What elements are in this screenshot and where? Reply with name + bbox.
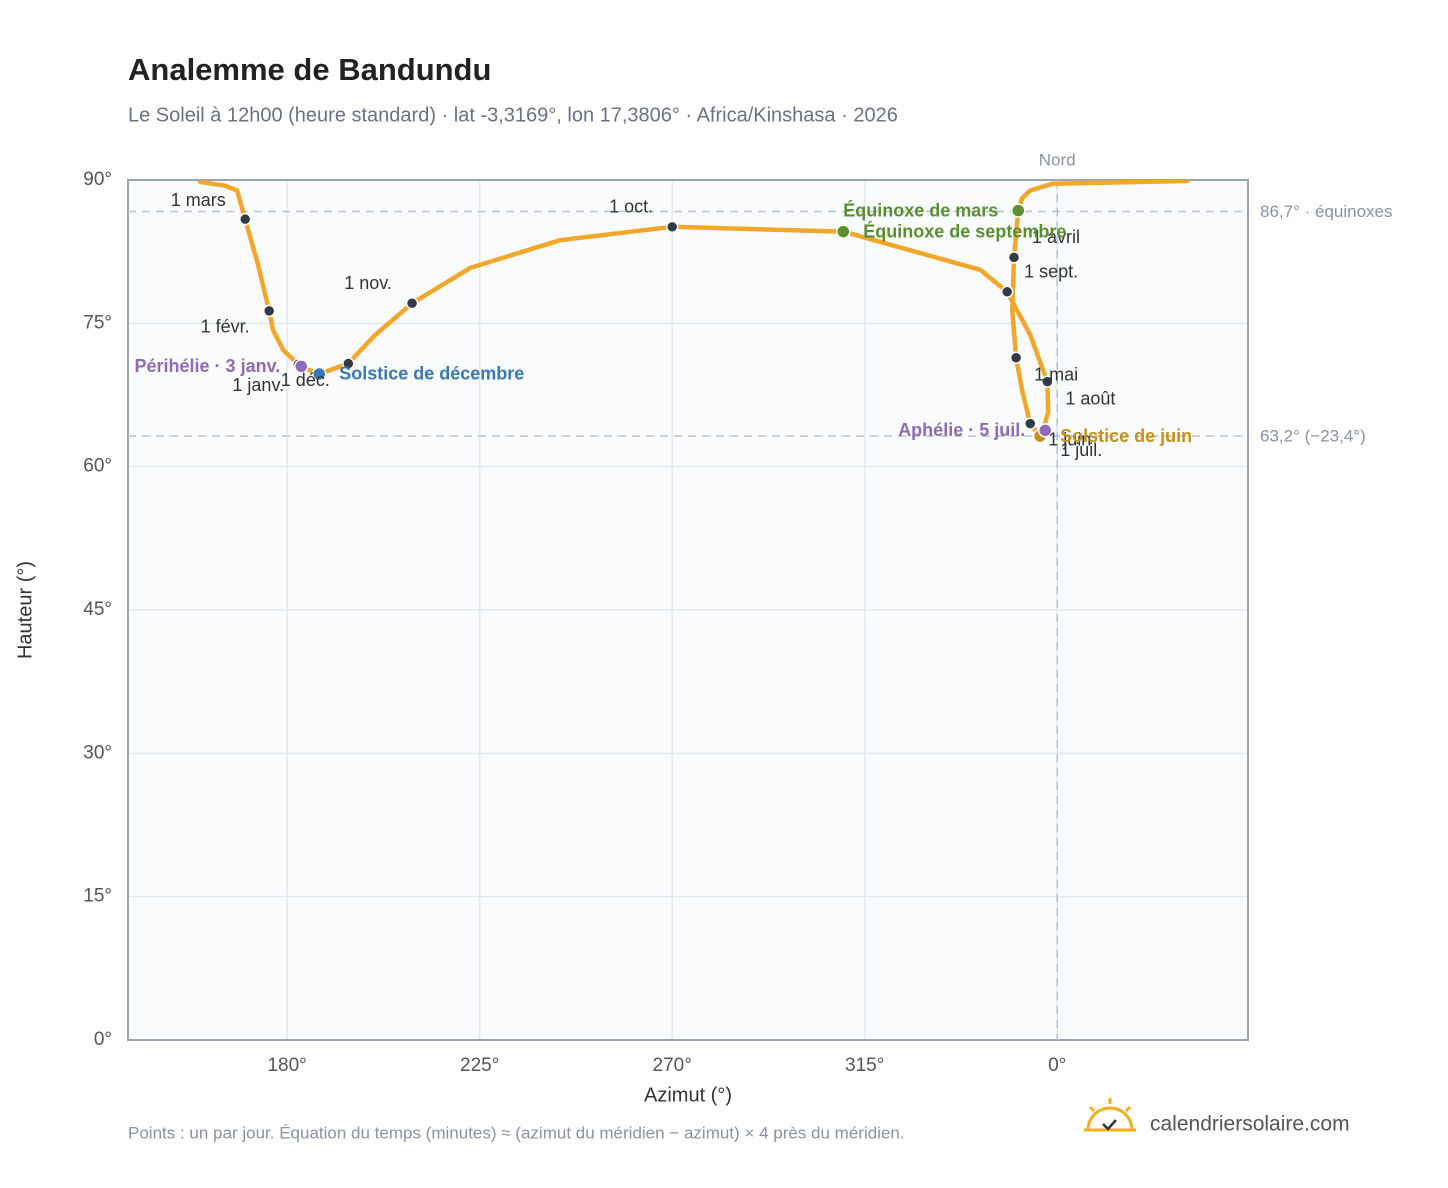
event-label: Équinoxe de mars — [843, 199, 998, 220]
chart-subtitle: Le Soleil à 12h00 (heure standard) · lat… — [128, 104, 898, 126]
month-label: 1 sept. — [1024, 262, 1078, 282]
y-axis-label: Hauteur (°) — [14, 561, 36, 659]
y-tick-label: 30° — [83, 742, 112, 763]
y-tick-label: 60° — [83, 456, 112, 477]
x-tick-label: 225° — [460, 1055, 499, 1076]
month-marker — [1041, 375, 1054, 388]
reference-label: 86,7° · équinoxes — [1260, 202, 1393, 221]
event-label: Solstice de juin — [1060, 426, 1192, 446]
event-marker — [1011, 203, 1026, 218]
event-marker — [294, 359, 309, 374]
month-marker — [1007, 251, 1021, 264]
month-label: 1 déc. — [281, 370, 330, 390]
x-tick-label: 180° — [267, 1055, 306, 1076]
month-label: 1 févr. — [201, 317, 250, 337]
event-label: Aphélie · 5 juil. — [898, 420, 1025, 440]
month-marker — [1009, 351, 1023, 364]
month-label: 1 oct. — [609, 197, 653, 217]
brand-name: calendriersolaire.com — [1150, 1113, 1350, 1136]
month-marker — [665, 220, 679, 234]
month-marker — [342, 357, 355, 370]
event-label: Solstice de décembre — [339, 364, 524, 384]
brand-logo — [1084, 1098, 1136, 1132]
event-marker — [311, 366, 327, 382]
event-marker — [836, 224, 851, 239]
chart-title: Analemme de Bandundu — [128, 52, 491, 87]
y-tick-label: 15° — [83, 886, 112, 907]
month-marker — [1000, 285, 1014, 299]
month-marker — [405, 297, 419, 310]
month-label: 1 juin — [1048, 429, 1091, 449]
y-tick-label: 90° — [83, 169, 112, 190]
x-tick-label: 270° — [653, 1055, 692, 1076]
event-marker — [1037, 423, 1053, 438]
reference-label: 63,2° (−23,4°) — [1260, 427, 1366, 446]
y-tick-label: 0° — [94, 1029, 112, 1050]
x-axis-label: Azimut (°) — [644, 1084, 732, 1106]
month-marker — [262, 304, 276, 318]
month-marker — [1023, 417, 1037, 430]
event-label: Périhélie · 3 janv. — [135, 356, 281, 376]
plot-layer — [198, 180, 1190, 444]
event-label: Équinoxe de septembre — [863, 220, 1066, 241]
y-tick-label: 45° — [83, 599, 112, 620]
month-label: 1 nov. — [344, 273, 392, 293]
x-tick-label: 315° — [845, 1055, 884, 1076]
month-marker — [238, 212, 252, 226]
y-tick-label: 75° — [83, 312, 112, 333]
month-label: 1 mai — [1034, 364, 1078, 384]
month-label: 1 août — [1065, 388, 1115, 408]
month-label: 1 avril — [1032, 227, 1080, 247]
month-label: 1 mars — [171, 190, 226, 210]
analemma-curve — [198, 180, 1190, 439]
footnote: Points : un par jour. Équation du temps … — [128, 1123, 905, 1142]
reference-label: Nord — [1039, 150, 1076, 169]
plot-border — [127, 179, 1249, 1041]
x-tick-label: 0° — [1048, 1055, 1066, 1076]
month-label: 1 juil. — [1060, 440, 1102, 460]
month-label: 1 janv. — [232, 375, 284, 395]
